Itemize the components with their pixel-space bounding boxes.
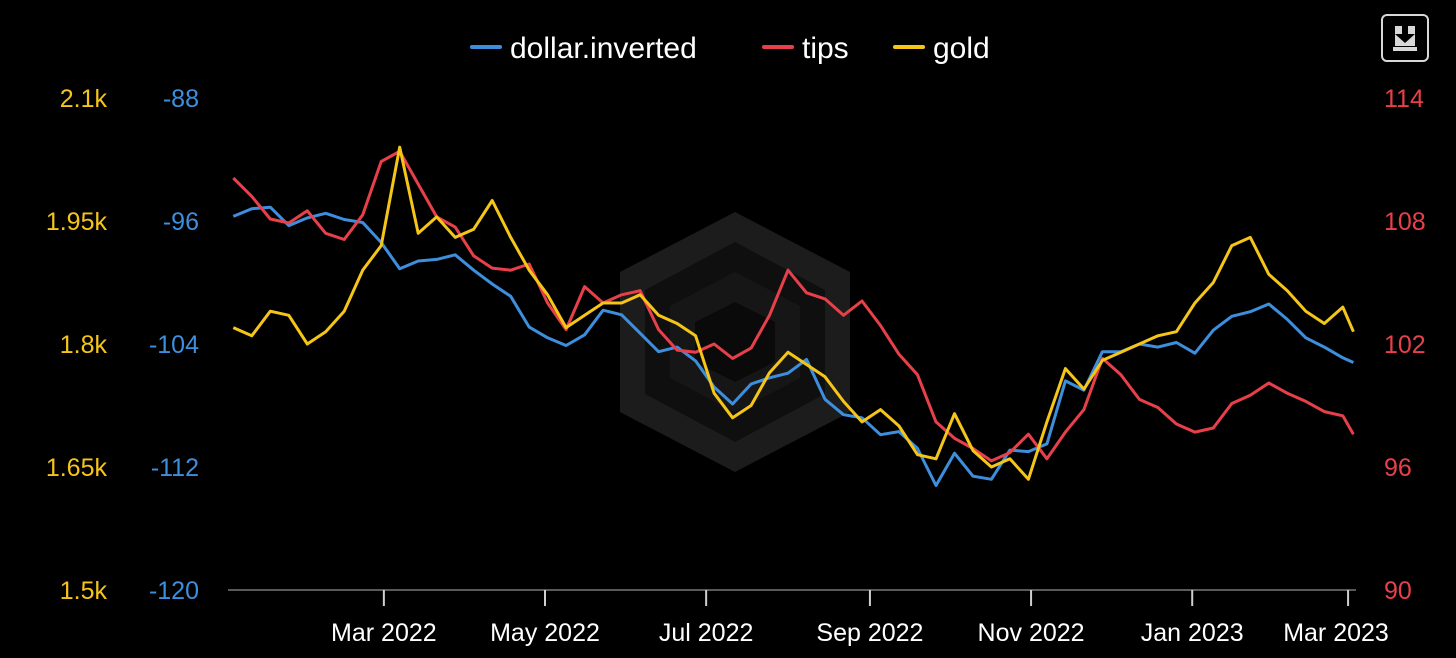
legend-label[interactable]: tips bbox=[802, 32, 849, 65]
y-tick-tips: 108 bbox=[1384, 208, 1426, 236]
series-line-gold bbox=[232, 145, 1355, 481]
legend: dollar.inverted tips gold bbox=[470, 32, 990, 65]
series-line-tips bbox=[232, 149, 1355, 463]
y-tick-gold: 2.1k bbox=[60, 85, 108, 113]
legend-label[interactable]: gold bbox=[933, 32, 990, 65]
y-tick-gold: 1.8k bbox=[60, 331, 108, 359]
y-tick-dollar: -104 bbox=[149, 331, 199, 359]
y-tick-gold: 1.5k bbox=[60, 577, 108, 605]
y-tick-gold: 1.95k bbox=[46, 208, 108, 236]
y-tick-dollar: -88 bbox=[163, 85, 199, 113]
x-tick-label: Sep 2022 bbox=[816, 619, 923, 647]
y-tick-tips: 96 bbox=[1384, 454, 1412, 482]
series-line-dollar-inverted bbox=[232, 205, 1355, 487]
y-tick-tips: 102 bbox=[1384, 331, 1426, 359]
y-axis-gold: 2.1k 1.95k 1.8k 1.65k 1.5k bbox=[46, 85, 108, 605]
x-tick-label: Nov 2022 bbox=[978, 619, 1085, 647]
y-tick-dollar: -96 bbox=[163, 208, 199, 236]
x-tick-label: Jul 2022 bbox=[659, 619, 754, 647]
y-axis-dollar: -88 -96 -104 -112 -120 bbox=[149, 85, 199, 605]
download-icon bbox=[1393, 26, 1417, 51]
watermark-logo bbox=[620, 212, 850, 472]
y-tick-dollar: -112 bbox=[151, 454, 199, 482]
y-tick-dollar: -120 bbox=[149, 577, 199, 605]
x-tick-label: Jan 2023 bbox=[1141, 619, 1244, 647]
y-axis-tips: 114 108 102 96 90 bbox=[1384, 85, 1426, 605]
download-button[interactable] bbox=[1381, 14, 1429, 62]
y-tick-gold: 1.65k bbox=[46, 454, 108, 482]
x-tick-label: Mar 2022 bbox=[331, 619, 437, 647]
y-tick-tips: 114 bbox=[1384, 85, 1424, 113]
legend-label[interactable]: dollar.inverted bbox=[510, 32, 697, 65]
x-axis: Mar 2022 May 2022 Jul 2022 Sep 2022 Nov 2022… bbox=[228, 589, 1389, 647]
plot-area bbox=[232, 145, 1355, 487]
x-tick-label: Mar 2023 bbox=[1283, 619, 1389, 647]
y-tick-tips: 90 bbox=[1384, 577, 1412, 605]
x-tick-label: May 2022 bbox=[490, 619, 600, 647]
